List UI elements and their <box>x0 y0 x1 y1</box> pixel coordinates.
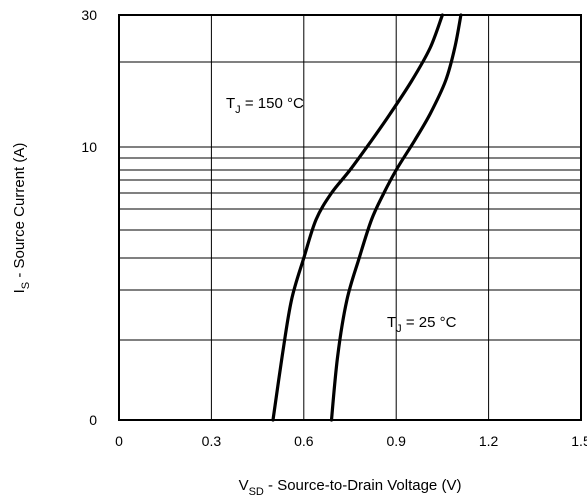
series-line-25c <box>329 13 463 422</box>
annotation-25c: TJ = 25 °C <box>387 314 457 335</box>
x-tick-label: 0.3 <box>202 433 222 449</box>
x-tick-label: 0.6 <box>294 433 314 449</box>
series-line-150c <box>271 13 444 422</box>
y-axis-label: IS - Source Current (A) <box>11 143 32 294</box>
x-tick-label: 0 <box>115 433 123 449</box>
x-axis-label: VSD - Source-to-Drain Voltage (V) <box>239 477 462 498</box>
x-tick-labels: 0 0.3 0.6 0.9 1.2 1.5 <box>115 433 587 449</box>
x-tick-label: 1.2 <box>479 433 499 449</box>
y-tick-labels: 30 10 0 <box>81 7 97 428</box>
annotation-150c: TJ = 150 °C <box>226 95 304 116</box>
curves <box>271 13 463 422</box>
x-tick-label: 1.5 <box>571 433 587 449</box>
y-tick-label: 0 <box>89 412 97 428</box>
grid-lines <box>119 15 581 420</box>
y-tick-label: 10 <box>81 139 97 155</box>
plot-frame <box>118 14 582 421</box>
x-tick-label: 0.9 <box>386 433 406 449</box>
y-tick-label: 30 <box>81 7 97 23</box>
